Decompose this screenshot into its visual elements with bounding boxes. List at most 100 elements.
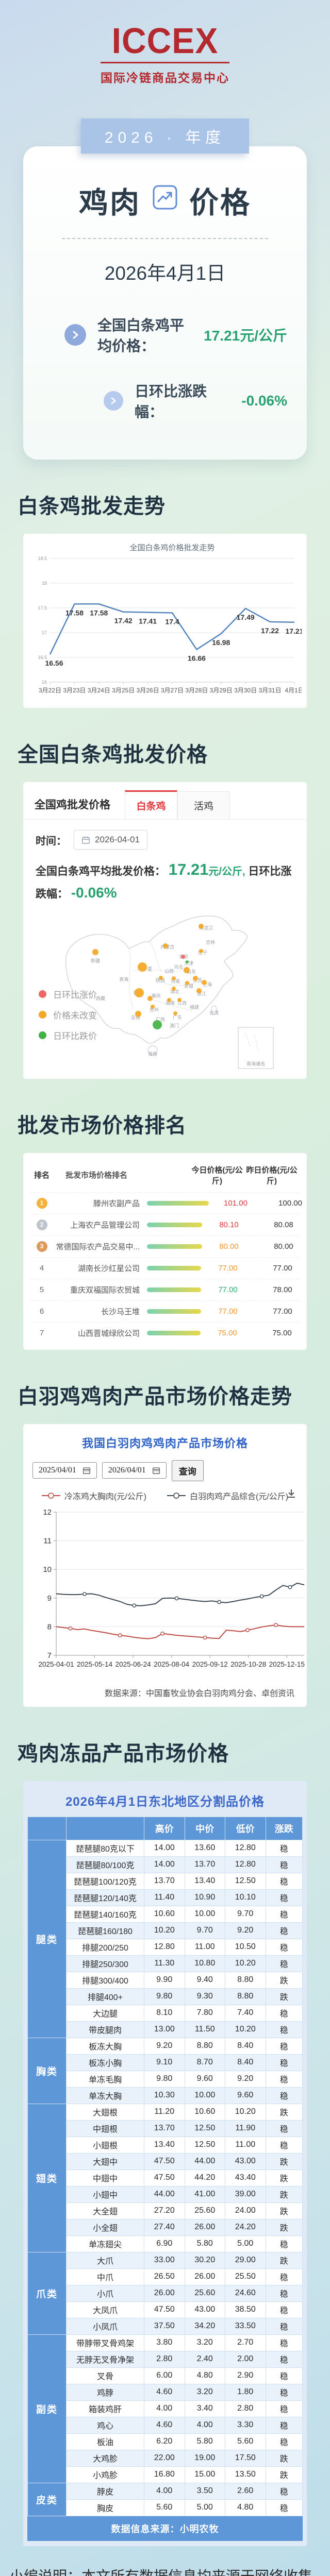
section-title-national-price: 全国白条鸡批发价格 [18,738,330,768]
price-cell: 12.50 [225,1873,266,1889]
svg-text:7: 7 [47,1651,52,1660]
svg-text:全国白条鸡价格批发走势: 全国白条鸡价格批发走势 [129,543,214,552]
price-cell: 13.00 [144,2021,185,2038]
col-yesterday: 昨日价格(元/公斤) [244,1164,300,1186]
product-name: 中爪 [67,2268,144,2285]
price-cell: 稳 [266,2400,303,2417]
map-dot [138,962,147,972]
legend-item: 日环比跌价 [39,1029,97,1042]
market-name: 长沙马王堆 [53,1306,140,1317]
svg-text:16: 16 [42,680,47,685]
year-badge: 2026 · 年度 [81,118,249,154]
province-label: 天津 [184,961,193,966]
price-cell: 8.40 [225,2038,266,2054]
logo-subtitle: 国际冷链商品交易中心 [101,62,229,86]
map-dot [159,976,163,980]
svg-text:17.4: 17.4 [165,618,179,626]
product-name: 排腿300/400 [67,1972,144,1988]
price-cell: 稳 [266,1955,303,1972]
tab-baitiaoji[interactable]: 白条鸡 [125,790,177,819]
price-cell: 稳 [266,2318,303,2334]
price-cell: 9.70 [185,1922,225,1939]
map-dot [177,998,182,1002]
price-cell: 6.90 [144,2235,185,2252]
price-cell: 8.40 [225,2054,266,2071]
product-name: 小翅根 [67,2137,144,2153]
product-name: 大鸡胗 [67,2450,144,2466]
map-summary: 全国白条鸡平均批发价格： 17.21元/公斤, 日环比涨跌幅： -0.06% [23,851,307,904]
price-cell: 41.00 [185,2186,225,2202]
market-name: 重庆双福国际农贸城 [53,1284,140,1295]
price-cell: 5.80 [185,2433,225,2450]
price-cell: 跌 [266,2170,303,2186]
price-cell: 9.20 [225,2071,266,2087]
price-cell: 1.80 [225,2384,266,2400]
category-cell: 翅类 [28,2104,67,2252]
date-picker[interactable]: 2026-04-01 [74,830,147,850]
legend-dot [39,990,46,998]
price-cell: 6.20 [144,2433,185,2450]
price-cell: 稳 [266,2301,303,2318]
legend-item[interactable]: 白羽肉鸡产品综合(元/公斤) [167,1489,288,1502]
price-cell: 稳 [266,2038,303,2054]
price-cell: 稳 [266,1856,303,1873]
price-cell: 2.90 [225,2367,266,2384]
header-blank-product [67,1817,144,1840]
price-cell: 稳 [266,2433,303,2450]
price-cell: 稳 [266,1840,303,1856]
ranking-header: 排名 批发市场价格排名 今日价格(元/公斤) 昨日价格(元/公斤) [30,1161,300,1192]
product-name: 大全翅 [67,2202,144,2219]
price-cell: 5.00 [185,2499,225,2516]
legend-item[interactable]: 冷冻鸡大胸肉(元/公斤) [42,1489,146,1502]
product-name: 带脖带叉骨鸡架 [67,2334,144,2351]
legend-dot [39,1031,46,1039]
price-cell: 38.50 [225,2301,266,2318]
query-button[interactable]: 查询 [172,1460,204,1481]
date-from-input[interactable]: 2025/04/01 [32,1462,97,1479]
frozen-table-footer: 数据信息来源：小明农牧 [27,2516,303,2541]
price-cell: 9.10 [144,2054,185,2071]
province-label: 吉林 [206,939,215,945]
legend-item: 价格未改变 [39,1008,97,1021]
price-cell: 跌 [266,1988,303,2005]
price-cell: 稳 [266,1906,303,1922]
stat-average-price: 全国白条鸡平均价格： 17.21元/公斤 [64,314,287,355]
download-icon[interactable] [286,1488,296,1501]
price-cell: 43.40 [225,2170,266,2186]
province-label: 福建 [190,1004,199,1010]
price-cell: 13.40 [144,2137,185,2153]
price-cell: 9.70 [225,1906,266,1922]
category-cell: 腿类 [28,1840,67,2038]
price-bar [147,1331,201,1335]
yesterday-price: 80.08 [256,1221,311,1229]
price-cell: 5.00 [225,2235,266,2252]
price-cell: 8.10 [144,2005,185,2021]
province-label: 澳门 [170,1023,179,1028]
price-cell: 26.50 [144,2268,185,2285]
stat-label: 日环比涨跌幅： [135,380,230,421]
price-cell: 3.20 [185,2334,225,2351]
price-cell: 跌 [266,2202,303,2219]
svg-text:17.42: 17.42 [114,617,133,625]
tab-huoji[interactable]: 活鸡 [177,791,230,819]
product-name: 中翅根 [67,2120,144,2137]
product-name: 琵琶腿80/100克 [67,1856,144,1873]
province-label: 河北 [174,964,183,970]
price-cell: 4.80 [225,2499,266,2516]
product-name: 鸡心 [67,2417,144,2433]
product-name: 小凤爪 [67,2318,144,2334]
rank-number: 3 [30,1241,53,1252]
rank-number: 2 [30,1219,53,1230]
svg-text:4月1日: 4月1日 [285,687,302,694]
price-cell: 12.80 [225,1856,266,1873]
map-dot [151,1005,155,1009]
page-title-left: 鸡肉 [79,179,141,222]
hero-card: 鸡肉 价格 2026年4月1日 全国白条鸡平均价格： 17.21元/公斤 日环比… [23,146,307,460]
date-to-input[interactable]: 2026/04/01 [102,1462,167,1479]
